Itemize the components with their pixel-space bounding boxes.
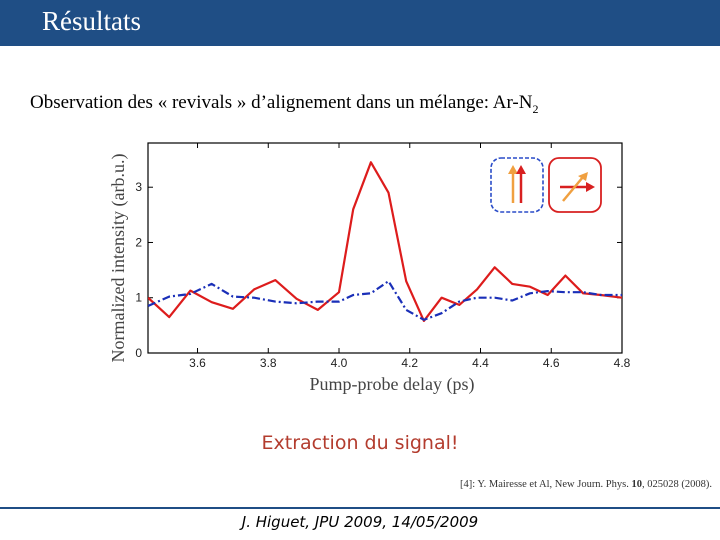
slide-header: Résultats [0,0,720,46]
series-group [148,161,622,322]
slide-footer: J. Higuet, JPU 2009, 14/05/2009 [241,513,479,531]
reference-citation: [4]: Y. Mairesse et Al, New Journ. Phys.… [460,479,712,490]
slide-subtitle: Observation des « revivals » d’alignemen… [30,92,538,117]
reference-volume: 10 [631,479,643,490]
x-tick-label: 4.6 [543,356,560,370]
parallel-arrows-icon [508,165,526,203]
y-tick-label: 1 [135,291,142,305]
y-axis-ticks: 0 1 2 3 [135,180,622,360]
footer-divider [0,507,720,509]
parallel-polarization-box [490,157,544,213]
crossed-arrows-icon [560,172,595,202]
subtitle-subscript: 2 [532,101,539,116]
crossed-polarization-box [548,157,602,213]
y-axis-label: Normalized intensity (arb.u.) [108,154,129,363]
x-tick-label: 3.8 [260,356,277,370]
series-line-red [148,161,622,322]
slide-title: Résultats [42,6,141,36]
x-tick-label: 3.6 [189,356,206,370]
subtitle-text: Observation des « revivals » d’alignemen… [30,92,533,113]
plot-frame [147,142,623,354]
extraction-caption: Extraction du signal! [261,432,459,454]
y-tick-label: 2 [135,235,142,249]
x-axis-label: Pump-probe delay (ps) [310,374,475,395]
reference-prefix: [4]: Y. Mairesse et Al, New Journ. Phys. [460,479,632,490]
series-line-blue [148,280,622,321]
polarization-inset [490,157,602,213]
y-tick-label: 0 [135,346,142,360]
y-tick-label: 3 [135,180,142,194]
reference-suffix: , 025028 (2008). [642,479,712,490]
x-tick-label: 4.0 [331,356,348,370]
x-tick-label: 4.4 [472,356,489,370]
revivals-chart: 0 1 2 3 3.6 3.8 4.0 4.2 4.4 4.6 4.8 Pump-probe de… [108,142,631,395]
x-tick-label: 4.8 [614,356,631,370]
x-axis-ticks: 3.6 3.8 4.0 4.2 4.4 4.6 4.8 [189,143,631,370]
x-tick-label: 4.2 [401,356,418,370]
